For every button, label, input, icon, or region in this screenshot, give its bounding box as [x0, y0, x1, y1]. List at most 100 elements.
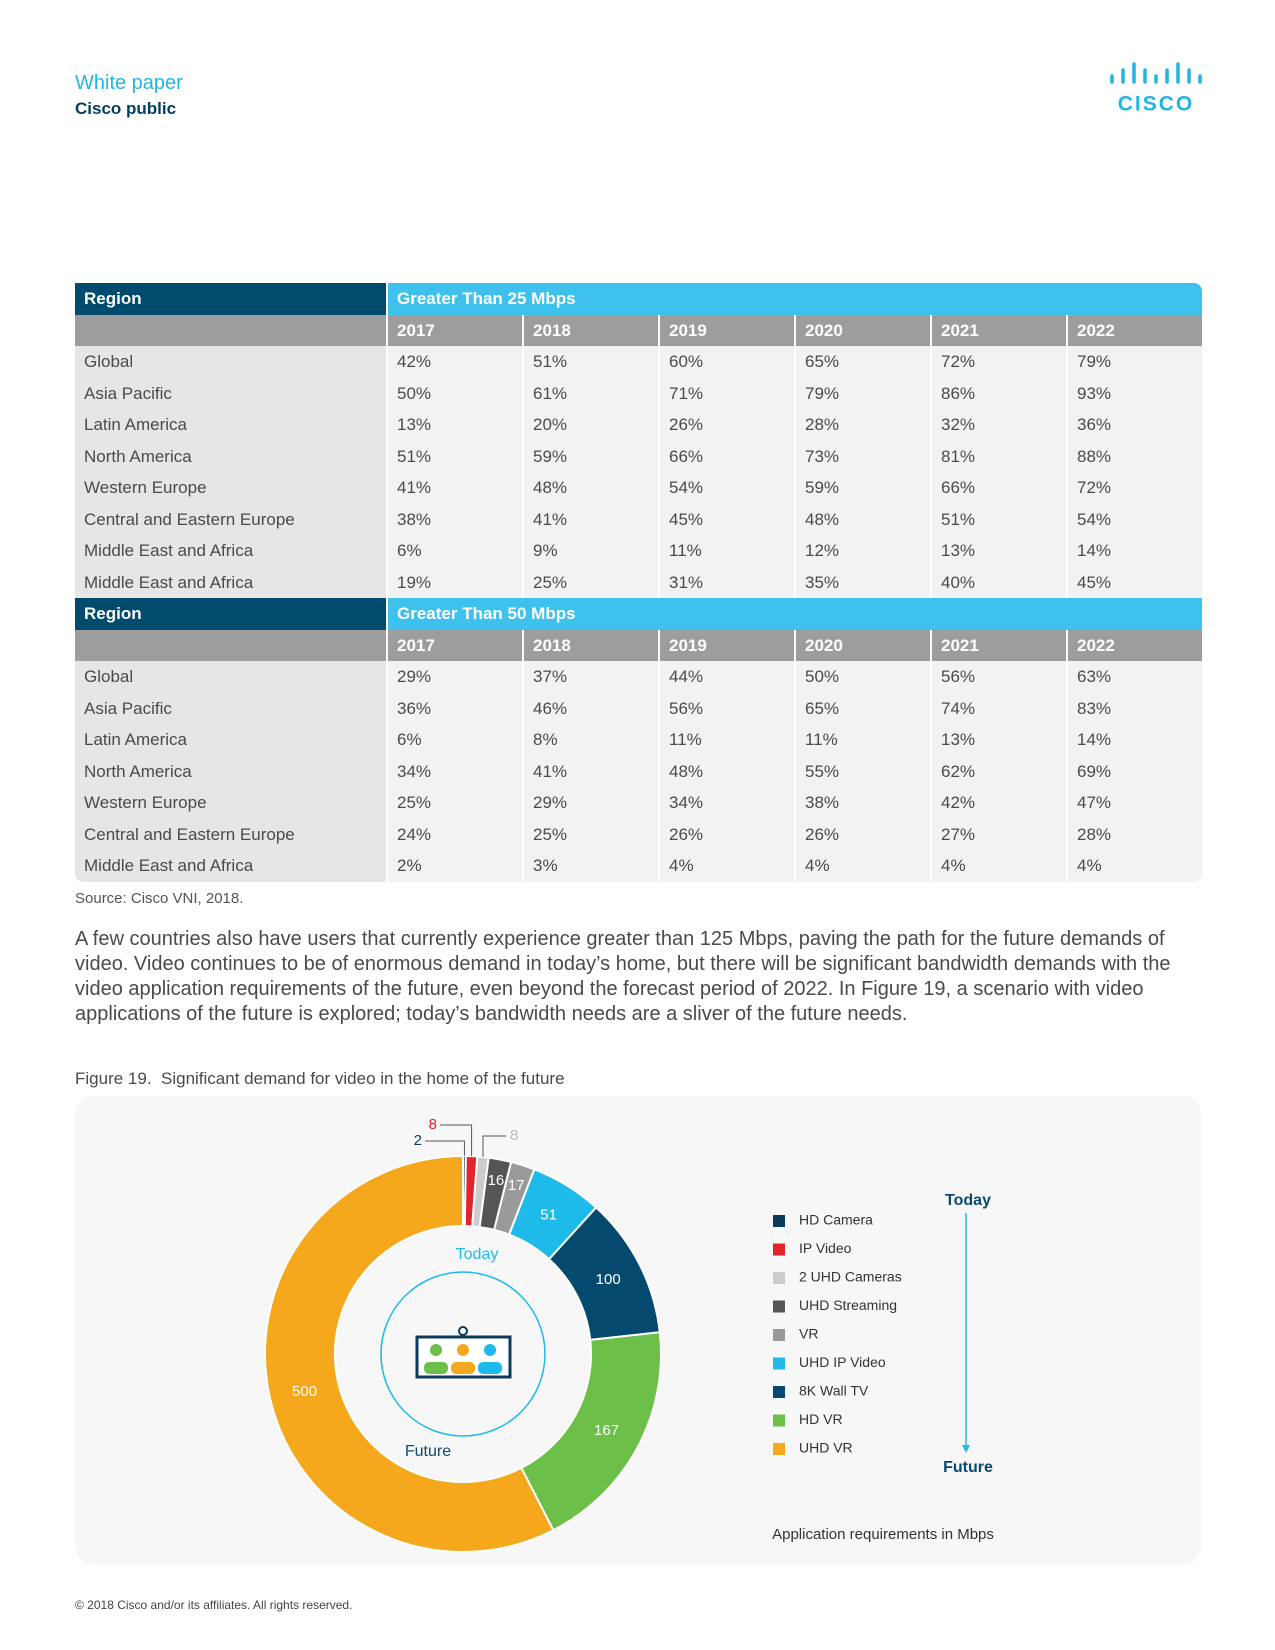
table-cell: 28%: [1066, 818, 1202, 850]
table-cell: 48%: [658, 755, 794, 787]
year-header: 2018: [522, 629, 658, 661]
table-cell: 88%: [1066, 440, 1202, 472]
tv-icon: [415, 1326, 512, 1379]
table-cell: 59%: [522, 440, 658, 472]
source: Source: Cisco VNI, 2018.: [75, 890, 244, 907]
year-header: 2021: [930, 314, 1066, 346]
legend-swatch: [773, 1414, 785, 1427]
region-name: Central and Eastern Europe: [75, 503, 386, 535]
table-cell: 48%: [794, 503, 930, 535]
table-cell: 83%: [1066, 692, 1202, 724]
table-cell: 48%: [522, 472, 658, 504]
data-label: 17: [508, 1177, 525, 1194]
legend-label: UHD IP Video: [799, 1354, 886, 1370]
year-blank: [75, 629, 386, 661]
table-cell: 9%: [522, 535, 658, 567]
table-cell: 2%: [386, 850, 522, 882]
year-header: 2019: [658, 314, 794, 346]
table-cell: 56%: [930, 661, 1066, 693]
table-cell: 47%: [1066, 787, 1202, 819]
table-cell: 6%: [386, 535, 522, 567]
table-cell: 26%: [658, 818, 794, 850]
table-cell: 4%: [1066, 850, 1202, 882]
legend-label: HD VR: [799, 1411, 843, 1427]
table-cell: 11%: [658, 724, 794, 756]
doc-type: White paper: [75, 72, 183, 94]
table-cell: 26%: [794, 818, 930, 850]
legend-swatch: [773, 1300, 785, 1313]
year-header: 2017: [386, 629, 522, 661]
region-name: Latin America: [75, 724, 386, 756]
paragraph: A few countries also have users that cur…: [75, 928, 1171, 1025]
table-cell: 31%: [658, 566, 794, 598]
table-cell: 19%: [386, 566, 522, 598]
table-cell: 56%: [658, 692, 794, 724]
year-header: 2021: [930, 629, 1066, 661]
table-cell: 14%: [1066, 724, 1202, 756]
region-header: Region: [75, 598, 386, 630]
table-cell: 3%: [522, 850, 658, 882]
table-cell: 51%: [522, 346, 658, 378]
legend-label: UHD Streaming: [799, 1297, 897, 1313]
table-cell: 62%: [930, 755, 1066, 787]
table-cell: 25%: [522, 818, 658, 850]
data-label: 2: [414, 1132, 422, 1149]
group-header: Greater Than 50 Mbps: [386, 598, 1202, 630]
region-name: North America: [75, 440, 386, 472]
table-cell: 14%: [1066, 535, 1202, 567]
table-cell: 37%: [522, 661, 658, 693]
table-cell: 29%: [522, 787, 658, 819]
table-cell: 50%: [794, 661, 930, 693]
region-header: Region: [75, 283, 386, 315]
region-name: Asia Pacific: [75, 692, 386, 724]
legend-swatch: [773, 1272, 785, 1284]
table-cell: 72%: [930, 346, 1066, 378]
data-label: 500: [292, 1383, 317, 1400]
table-cell: 63%: [1066, 661, 1202, 693]
figure-label: Figure 19.: [75, 1069, 152, 1088]
table-cell: 74%: [930, 692, 1066, 724]
center-top-label: Today: [456, 1246, 499, 1263]
table-cell: 41%: [522, 503, 658, 535]
table-cell: 6%: [386, 724, 522, 756]
legend-label: 8K Wall TV: [799, 1383, 869, 1399]
donut-segment: [264, 1154, 555, 1553]
table-cell: 72%: [1066, 472, 1202, 504]
table-cell: 4%: [930, 850, 1066, 882]
table-cell: 8%: [522, 724, 658, 756]
table-cell: 51%: [386, 440, 522, 472]
logo-text: CISCO: [1118, 93, 1195, 116]
region-name: Latin America: [75, 409, 386, 441]
inner-ring: [380, 1271, 546, 1437]
table-cell: 34%: [386, 755, 522, 787]
year-header: 2017: [386, 314, 522, 346]
classification: Cisco public: [75, 99, 177, 118]
year-header: 2020: [794, 314, 930, 346]
table-cell: 13%: [930, 535, 1066, 567]
year-header: 2022: [1066, 629, 1202, 661]
table-cell: 61%: [522, 377, 658, 409]
legend-label: HD Camera: [799, 1212, 873, 1228]
figure-caption: Figure 19. Significant demand for video …: [75, 1069, 565, 1089]
data-label: 8: [510, 1127, 518, 1144]
table-cell: 34%: [658, 787, 794, 819]
year-header: 2020: [794, 629, 930, 661]
region-name: Middle East and Africa: [75, 566, 386, 598]
table-cell: 20%: [522, 409, 658, 441]
table-cell: 46%: [522, 692, 658, 724]
region-name: Global: [75, 661, 386, 693]
callout-line: [425, 1140, 465, 1157]
callout-line: [482, 1135, 506, 1158]
legend-label: VR: [799, 1326, 818, 1342]
table-cell: 13%: [386, 409, 522, 441]
table-cell: 13%: [930, 724, 1066, 756]
table-cell: 24%: [386, 818, 522, 850]
table-cell: 42%: [930, 787, 1066, 819]
table-cell: 27%: [930, 818, 1066, 850]
table-cell: 41%: [522, 755, 658, 787]
table-cell: 11%: [658, 535, 794, 567]
data-label: 167: [594, 1422, 619, 1439]
table-cell: 44%: [658, 661, 794, 693]
year-header: 2018: [522, 314, 658, 346]
table-cell: 65%: [794, 346, 930, 378]
